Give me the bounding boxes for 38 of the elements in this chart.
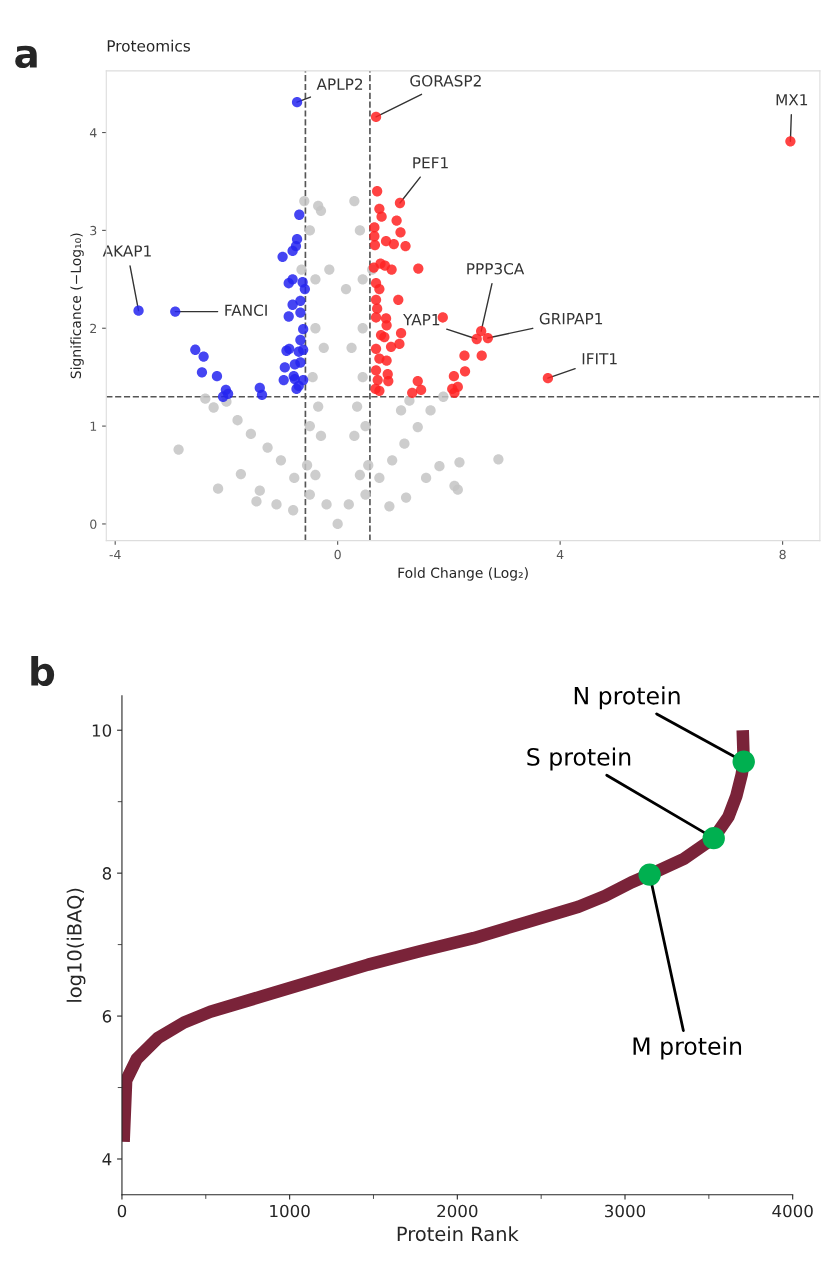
annotation: PPP3CA — [467, 262, 525, 275]
y-tick-label: 1 — [90, 421, 97, 431]
x-tick-label: 0 — [117, 1204, 127, 1218]
annotation: AKAP1 — [102, 245, 151, 257]
annotation: M protein — [633, 1036, 742, 1060]
x-tick-label: 8 — [779, 549, 786, 560]
y-tick-label: 2 — [90, 323, 97, 333]
text: b — [31, 656, 55, 687]
y-tick-label: 6 — [102, 1010, 112, 1023]
y-axis-title: Significance (−Log₁₀) — [70, 233, 84, 379]
y-tick-label: 10 — [92, 724, 112, 737]
y-axis-title: log10(iBAQ) — [66, 888, 86, 1002]
x-tick-label: 4 — [556, 549, 564, 560]
y-tick-label: 4 — [102, 1153, 112, 1166]
y-tick-label: 8 — [102, 867, 112, 880]
x-tick-label: 1000 — [270, 1204, 310, 1218]
x-tick-label: 0 — [334, 549, 341, 560]
y-tick-label: 4 — [89, 128, 97, 138]
annotation: MX1 — [776, 94, 808, 106]
annotation: YAP1 — [403, 314, 440, 326]
annotation: PEF1 — [413, 157, 448, 169]
x-tick-label: 3000 — [605, 1204, 646, 1218]
y-tick-label: 3 — [90, 225, 97, 236]
annotation: GRIPAP1 — [539, 312, 603, 325]
x-tick-label: 2000 — [437, 1204, 478, 1218]
annotation: IFIT1 — [582, 353, 617, 365]
x-axis-title: Protein Rank — [397, 1226, 519, 1242]
chart-title: Proteomics — [107, 39, 190, 52]
annotation: S protein — [527, 747, 631, 771]
x-tick-label: 4000 — [772, 1204, 813, 1218]
y-tick-label: 0 — [90, 519, 97, 529]
annotation: FANCI — [225, 304, 267, 317]
annotation: N protein — [574, 686, 680, 710]
text: a — [15, 45, 37, 69]
annotation: GORASP2 — [410, 75, 481, 87]
x-axis-title: Fold Change (Log₂) — [398, 567, 528, 581]
annotation: APLP2 — [316, 78, 363, 90]
x-tick-label: -4 — [109, 549, 121, 560]
